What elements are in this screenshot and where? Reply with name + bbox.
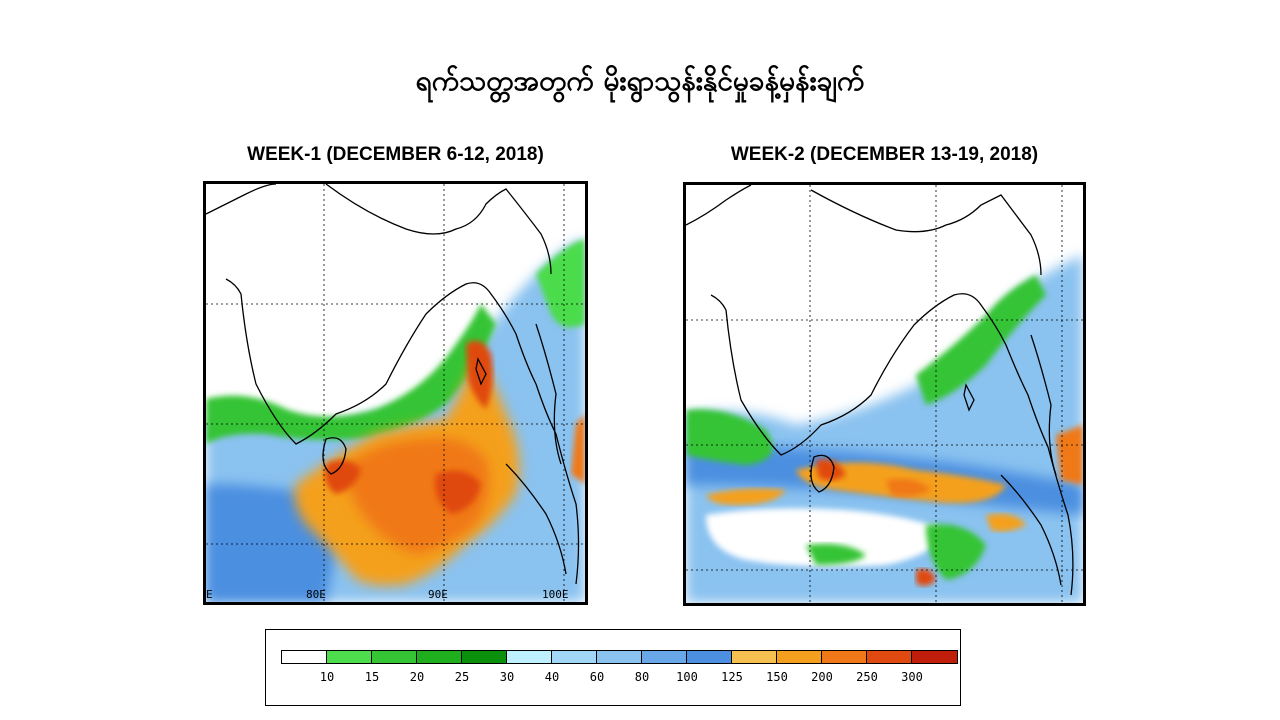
week1-grid: [206, 184, 585, 602]
week1-rain-field: [206, 239, 585, 602]
legend-swatch: [867, 651, 912, 663]
legend-swatch: [642, 651, 687, 663]
legend-swatch: [282, 651, 327, 663]
color-legend: 10 15 20 25 30 40 60 80 100 125 150 200 250 300: [265, 629, 961, 706]
week1-lon-label-80e: 80E: [306, 588, 326, 601]
week1-lon-label-100e: 100E: [542, 588, 569, 601]
week2-coastline: [686, 185, 1074, 596]
legend-swatch: [822, 651, 867, 663]
legend-tick-label: 200: [811, 670, 833, 684]
legend-tick-label: 150: [766, 670, 788, 684]
legend-tick-label: 60: [589, 670, 605, 684]
legend-tick-label: 100: [676, 670, 698, 684]
legend-swatch: [417, 651, 462, 663]
week2-rainfall-map: [683, 182, 1086, 606]
legend-tick-label: 15: [364, 670, 380, 684]
week2-rain-field: [686, 255, 1083, 603]
week1-rainfall-map: E 80E 90E 100E: [203, 181, 588, 605]
week2-grid: [686, 185, 1083, 603]
page-title: ရက်သတ္တအတွက် မိုးရွာသွန်းနိုင်မှုခန့်မှန…: [415, 64, 865, 97]
legend-tick-label: 300: [901, 670, 923, 684]
legend-tick-label: 250: [856, 670, 878, 684]
legend-swatch: [552, 651, 597, 663]
legend-swatch: [912, 651, 957, 663]
legend-tick-label: 125: [721, 670, 743, 684]
legend-swatch: [777, 651, 822, 663]
legend-swatch: [597, 651, 642, 663]
week2-label: WEEK-2 (DECEMBER 13-19, 2018): [730, 144, 1039, 165]
week1-lon-label-90e: 90E: [428, 588, 448, 601]
week2-map-graphic: [686, 185, 1083, 603]
legend-tick-label: 80: [634, 670, 650, 684]
legend-tick-label: 20: [409, 670, 425, 684]
week1-coastline: [206, 184, 580, 585]
legend-swatch: [462, 651, 507, 663]
legend-tick-label: 40: [544, 670, 560, 684]
legend-swatch: [507, 651, 552, 663]
legend-swatch: [732, 651, 777, 663]
legend-color-bar: [281, 650, 958, 664]
week1-lon-label-edge: E: [206, 588, 213, 601]
legend-tick-label: 30: [499, 670, 515, 684]
legend-swatch: [327, 651, 372, 663]
week1-map-graphic: E 80E 90E 100E: [206, 184, 585, 602]
legend-swatch: [687, 651, 732, 663]
week1-label: WEEK-1 (DECEMBER 6-12, 2018): [247, 144, 544, 165]
legend-tick-label: 10: [319, 670, 335, 684]
legend-tick-label: 25: [454, 670, 470, 684]
legend-swatch: [372, 651, 417, 663]
